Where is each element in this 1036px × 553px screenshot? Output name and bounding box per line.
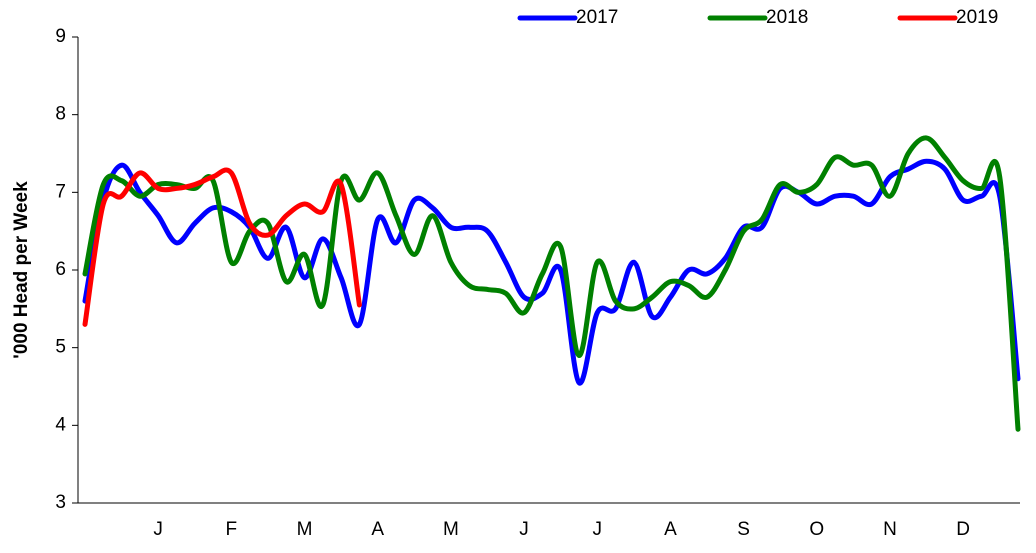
x-tick-label: F <box>226 519 238 540</box>
y-tick-label: 4 <box>55 414 66 435</box>
x-tick-label: J <box>153 519 163 540</box>
legend-label: 2017 <box>576 7 618 28</box>
y-tick-label: 8 <box>55 104 66 125</box>
legend-label: 2018 <box>766 7 808 28</box>
y-tick-label: 5 <box>55 337 66 358</box>
y-tick-label: 3 <box>55 492 66 513</box>
x-tick-label: J <box>519 519 529 540</box>
x-tick-label: D <box>956 519 970 540</box>
y-tick-label: 6 <box>55 259 66 280</box>
x-tick-label: A <box>664 519 677 540</box>
series-line <box>82 167 362 327</box>
series-line <box>82 158 1021 386</box>
y-tick-label: 7 <box>55 181 66 202</box>
x-tick-label: M <box>297 519 313 540</box>
y-axis-label: '000 Head per Week <box>11 181 32 359</box>
x-tick-label: J <box>592 519 602 540</box>
x-tick-label: A <box>371 519 384 540</box>
x-tick-label: O <box>809 519 824 540</box>
x-tick-label: N <box>883 519 897 540</box>
series-line <box>82 135 1021 432</box>
x-tick-label: M <box>443 519 459 540</box>
legend-label: 2019 <box>956 7 998 28</box>
y-tick-label: 9 <box>55 26 66 47</box>
x-tick-label: S <box>737 519 750 540</box>
